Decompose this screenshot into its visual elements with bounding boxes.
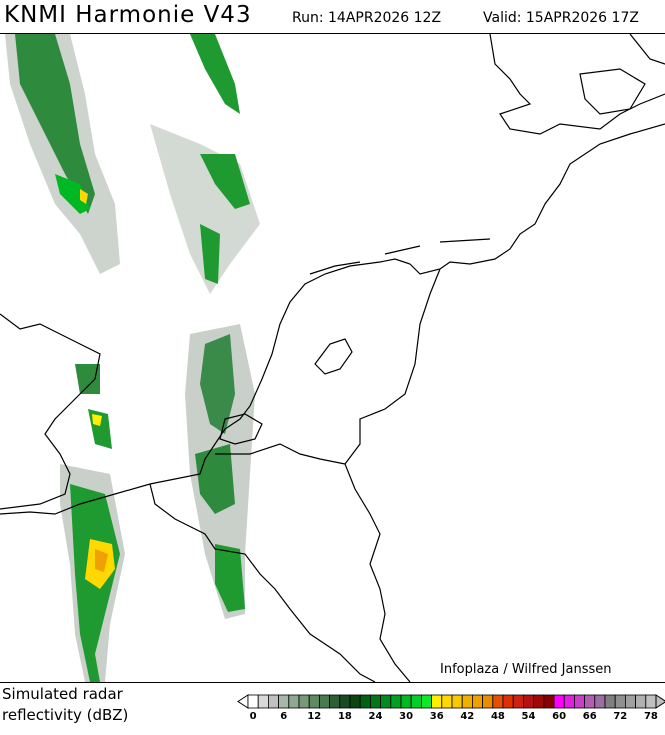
valid-time: Valid: 15APR2026 17Z: [483, 10, 639, 26]
legend-tick-label: 6: [280, 711, 287, 722]
legend-swatch: [553, 694, 565, 709]
precip-area: [215, 544, 245, 612]
legend-swatch: [482, 694, 494, 709]
legend-swatch: [645, 694, 657, 709]
legend-swatch: [461, 694, 473, 709]
legend-swatch: [492, 694, 504, 709]
legend-swatch: [522, 694, 534, 709]
legend-swatch: [298, 694, 310, 709]
precip-area: [80, 189, 88, 204]
legend-tick-label: 60: [552, 711, 566, 722]
legend-swatch: [410, 694, 422, 709]
precip-area: [15, 34, 95, 214]
color-legend: 0 6 12 18 24 30 36 42 48 54 60 66 72 78: [237, 694, 665, 722]
legend-swatch: [573, 694, 585, 709]
legend-swatch: [380, 694, 392, 709]
legend-swatch: [288, 694, 300, 709]
legend-swatch: [594, 694, 606, 709]
reflectivity-map: [0, 33, 665, 683]
legend-tick-label: 30: [399, 711, 413, 722]
legend-caption-line1: Simulated radar: [2, 685, 123, 703]
legend-swatch: [441, 694, 453, 709]
precip-area: [95, 549, 108, 572]
legend-tick-label: 72: [613, 711, 627, 722]
legend-swatch: [247, 694, 259, 709]
coastline: [0, 258, 411, 515]
legend-swatch: [359, 694, 371, 709]
precip-area: [75, 364, 100, 394]
legend-swatch: [319, 694, 331, 709]
border: [149, 483, 376, 682]
coastlines-and-borders: [0, 34, 665, 682]
legend-swatch: [635, 694, 647, 709]
precip-area: [200, 224, 220, 284]
legend-swatch: [400, 694, 412, 709]
legend-swatch: [624, 694, 636, 709]
precip-area: [55, 174, 90, 214]
legend-swatch: [512, 694, 524, 709]
legend-tick-label: 48: [491, 711, 505, 722]
run-time: Run: 14APR2026 12Z: [292, 10, 442, 26]
legend-swatch: [257, 694, 269, 709]
legend-swatch: [349, 694, 361, 709]
legend-swatch: [533, 694, 545, 709]
legend-swatch: [329, 694, 341, 709]
legend-swatch: [339, 694, 351, 709]
legend-swatch: [390, 694, 402, 709]
coastline: [219, 413, 263, 445]
legend-tick-label: 42: [460, 711, 474, 722]
legend-tick-label: 54: [522, 711, 536, 722]
coastline: [409, 123, 665, 275]
legend-tick-label: 36: [430, 711, 444, 722]
precipitation-field: [5, 34, 260, 682]
legend-swatch: [278, 694, 290, 709]
legend-swatch: [471, 694, 483, 709]
border: [215, 443, 346, 465]
coastline: [0, 313, 101, 510]
coastline: [629, 34, 665, 65]
legend-swatch: [502, 694, 514, 709]
precip-area: [195, 444, 235, 514]
legend-swatch: [420, 694, 432, 709]
precip-area: [92, 414, 102, 426]
page-title: KNMI Harmonie V43: [4, 2, 252, 28]
legend-swatch: [451, 694, 463, 709]
precip-area: [200, 334, 235, 434]
legend-tick-label: 66: [583, 711, 597, 722]
legend-swatch: [431, 694, 443, 709]
legend-swatch: [268, 694, 280, 709]
coastline: [309, 238, 491, 275]
legend-swatch: [604, 694, 616, 709]
legend-arrow-right: [655, 694, 665, 709]
legend-tick-label: 0: [250, 711, 257, 722]
legend-swatch: [563, 694, 575, 709]
legend-swatch: [369, 694, 381, 709]
legend-tick-label: 24: [369, 711, 383, 722]
precip-area: [190, 34, 240, 114]
legend-tick-label: 78: [644, 711, 658, 722]
precip-area: [200, 154, 250, 209]
legend-tick-label: 12: [307, 711, 321, 722]
legend-swatch: [614, 694, 626, 709]
precip-area: [88, 409, 112, 449]
coastline: [489, 34, 665, 135]
legend-arrow-left: [237, 694, 249, 709]
coastline: [579, 68, 646, 115]
map-credit: Infoplaza / Wilfred Janssen: [440, 662, 612, 677]
legend-tick-label: 18: [338, 711, 352, 722]
legend-caption-line2: reflectivity (dBZ): [2, 706, 129, 724]
legend-swatch: [584, 694, 596, 709]
border: [344, 268, 441, 682]
legend-swatch: [308, 694, 320, 709]
legend-swatch: [543, 694, 555, 709]
legend-caption: Simulated radar reflectivity (dBZ): [2, 684, 128, 726]
coastline: [314, 338, 353, 375]
